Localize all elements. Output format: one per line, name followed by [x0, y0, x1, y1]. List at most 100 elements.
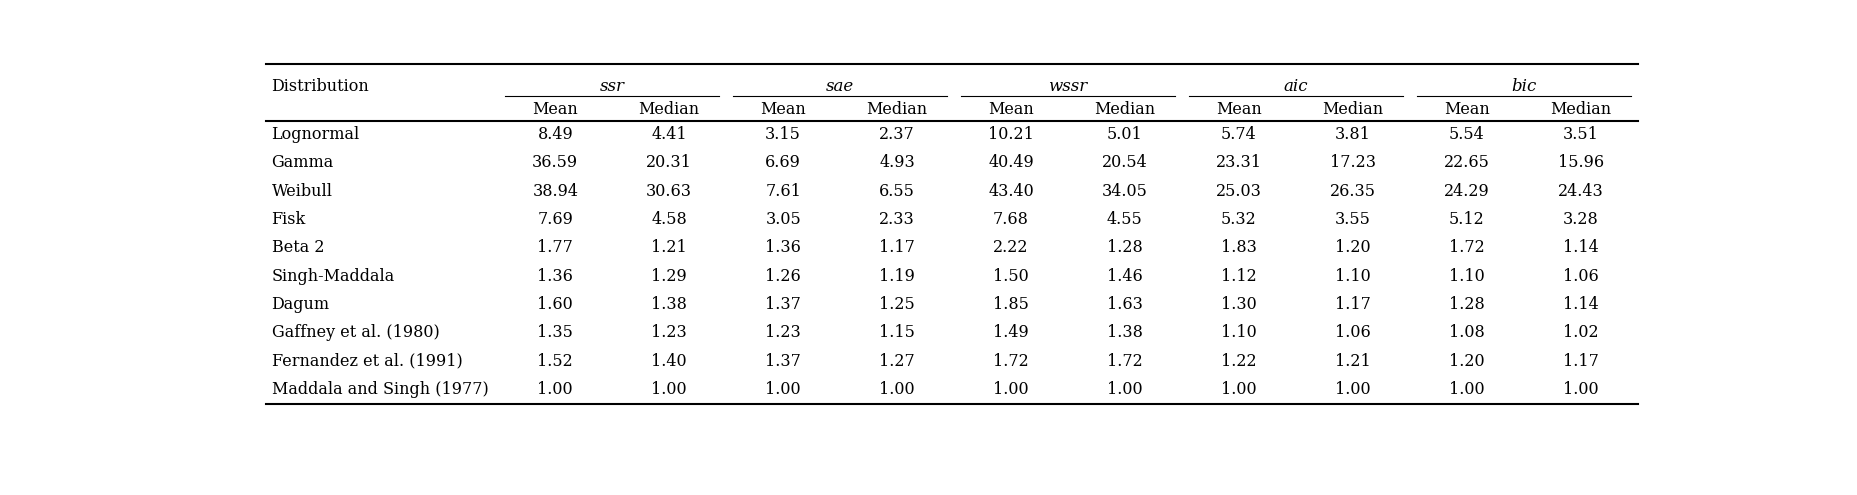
Text: Mean: Mean	[988, 100, 1034, 117]
Text: 1.52: 1.52	[537, 353, 574, 370]
Text: 4.55: 4.55	[1107, 211, 1142, 228]
Text: 1.15: 1.15	[878, 324, 916, 342]
Text: 6.69: 6.69	[765, 154, 800, 171]
Text: 1.20: 1.20	[1335, 240, 1370, 256]
Text: Beta 2: Beta 2	[271, 240, 325, 256]
Text: 6.55: 6.55	[878, 183, 916, 200]
Text: Median: Median	[867, 100, 928, 117]
Text: sae: sae	[826, 78, 854, 95]
Text: 1.14: 1.14	[1564, 296, 1599, 313]
Text: 25.03: 25.03	[1216, 183, 1261, 200]
Text: 1.49: 1.49	[993, 324, 1029, 342]
Text: 26.35: 26.35	[1330, 183, 1376, 200]
Text: 1.00: 1.00	[878, 381, 916, 398]
Text: 5.32: 5.32	[1220, 211, 1257, 228]
Text: 3.05: 3.05	[765, 211, 800, 228]
Text: 10.21: 10.21	[988, 126, 1034, 143]
Text: 1.28: 1.28	[1107, 240, 1142, 256]
Text: 1.00: 1.00	[1107, 381, 1142, 398]
Text: 1.20: 1.20	[1448, 353, 1484, 370]
Text: 1.14: 1.14	[1564, 240, 1599, 256]
Text: Mean: Mean	[1216, 100, 1261, 117]
Text: Singh-Maddala: Singh-Maddala	[271, 268, 396, 285]
Text: 1.06: 1.06	[1335, 324, 1370, 342]
Text: 7.68: 7.68	[993, 211, 1029, 228]
Text: 4.41: 4.41	[652, 126, 687, 143]
Text: Mean: Mean	[760, 100, 806, 117]
Text: 1.25: 1.25	[878, 296, 916, 313]
Text: 1.10: 1.10	[1448, 268, 1484, 285]
Text: 1.00: 1.00	[765, 381, 800, 398]
Text: 1.06: 1.06	[1564, 268, 1599, 285]
Text: aic: aic	[1283, 78, 1307, 95]
Text: Lognormal: Lognormal	[271, 126, 360, 143]
Text: 24.29: 24.29	[1445, 183, 1489, 200]
Text: 5.74: 5.74	[1220, 126, 1257, 143]
Text: 3.55: 3.55	[1335, 211, 1370, 228]
Text: 1.37: 1.37	[765, 296, 800, 313]
Text: 1.72: 1.72	[1448, 240, 1484, 256]
Text: 1.00: 1.00	[1448, 381, 1484, 398]
Text: Mean: Mean	[1445, 100, 1489, 117]
Text: 1.10: 1.10	[1220, 324, 1257, 342]
Text: 1.17: 1.17	[1564, 353, 1599, 370]
Text: 1.29: 1.29	[652, 268, 687, 285]
Text: 1.00: 1.00	[537, 381, 574, 398]
Text: 20.54: 20.54	[1101, 154, 1148, 171]
Text: 3.15: 3.15	[765, 126, 800, 143]
Text: 1.38: 1.38	[652, 296, 687, 313]
Text: 1.36: 1.36	[537, 268, 574, 285]
Text: 5.01: 5.01	[1107, 126, 1142, 143]
Text: 1.10: 1.10	[1335, 268, 1370, 285]
Text: 1.22: 1.22	[1222, 353, 1257, 370]
Text: 4.58: 4.58	[652, 211, 687, 228]
Text: Median: Median	[1322, 100, 1383, 117]
Text: Mean: Mean	[533, 100, 578, 117]
Text: Distribution: Distribution	[271, 78, 370, 95]
Text: 2.33: 2.33	[878, 211, 916, 228]
Text: 1.30: 1.30	[1220, 296, 1257, 313]
Text: Fisk: Fisk	[271, 211, 306, 228]
Text: 1.23: 1.23	[765, 324, 800, 342]
Text: Median: Median	[1094, 100, 1155, 117]
Text: 1.77: 1.77	[537, 240, 574, 256]
Text: 2.37: 2.37	[878, 126, 916, 143]
Text: Gaffney et al. (1980): Gaffney et al. (1980)	[271, 324, 440, 342]
Text: 3.28: 3.28	[1564, 211, 1599, 228]
Text: Weibull: Weibull	[271, 183, 332, 200]
Text: 1.83: 1.83	[1220, 240, 1257, 256]
Text: 1.50: 1.50	[993, 268, 1029, 285]
Text: 1.21: 1.21	[652, 240, 687, 256]
Text: 1.40: 1.40	[652, 353, 687, 370]
Text: 1.19: 1.19	[878, 268, 916, 285]
Text: 1.72: 1.72	[1107, 353, 1142, 370]
Text: 30.63: 30.63	[646, 183, 693, 200]
Text: 38.94: 38.94	[533, 183, 578, 200]
Text: 1.85: 1.85	[993, 296, 1029, 313]
Text: 1.21: 1.21	[1335, 353, 1370, 370]
Text: 5.54: 5.54	[1448, 126, 1484, 143]
Text: Median: Median	[1551, 100, 1612, 117]
Text: 1.26: 1.26	[765, 268, 800, 285]
Text: Median: Median	[639, 100, 700, 117]
Text: 1.28: 1.28	[1448, 296, 1484, 313]
Text: 43.40: 43.40	[988, 183, 1034, 200]
Text: 22.65: 22.65	[1443, 154, 1489, 171]
Text: 1.17: 1.17	[878, 240, 916, 256]
Text: 1.60: 1.60	[537, 296, 574, 313]
Text: 5.12: 5.12	[1448, 211, 1484, 228]
Text: 1.63: 1.63	[1107, 296, 1142, 313]
Text: 1.46: 1.46	[1107, 268, 1142, 285]
Text: 40.49: 40.49	[988, 154, 1034, 171]
Text: 3.81: 3.81	[1335, 126, 1370, 143]
Text: 1.12: 1.12	[1220, 268, 1257, 285]
Text: Fernandez et al. (1991): Fernandez et al. (1991)	[271, 353, 462, 370]
Text: ssr: ssr	[600, 78, 624, 95]
Text: 15.96: 15.96	[1558, 154, 1604, 171]
Text: 24.43: 24.43	[1558, 183, 1603, 200]
Text: Gamma: Gamma	[271, 154, 334, 171]
Text: 17.23: 17.23	[1330, 154, 1376, 171]
Text: 1.00: 1.00	[1564, 381, 1599, 398]
Text: wssr: wssr	[1049, 78, 1088, 95]
Text: 1.37: 1.37	[765, 353, 800, 370]
